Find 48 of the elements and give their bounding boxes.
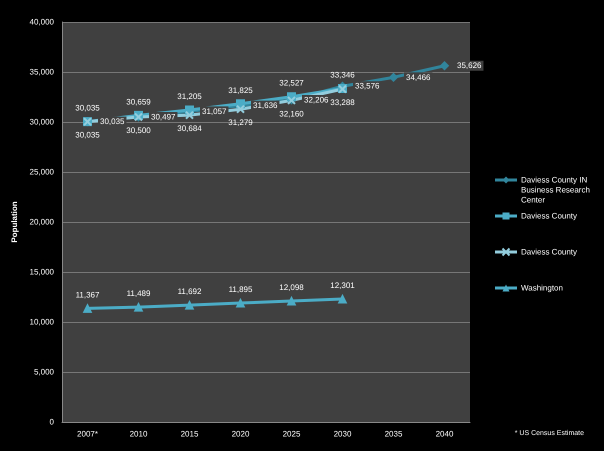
data-label: 30,500 — [126, 126, 152, 135]
data-label: 33,288 — [330, 98, 356, 108]
legend-label: Daviess County IN Business Research Center — [521, 176, 592, 204]
data-label: 32,527 — [279, 78, 304, 88]
data-label: 11,692 — [178, 287, 202, 296]
x-tick-label: 2040 — [436, 430, 454, 438]
data-label: 11,489 — [126, 289, 151, 298]
x-tick-label: 2007* — [77, 430, 98, 438]
legend-label: Washington — [521, 284, 563, 292]
x-tick-label: 2030 — [334, 430, 352, 438]
data-label: 31,205 — [177, 92, 202, 101]
x-tick-label: 2035 — [384, 430, 403, 438]
data-label: 12,301 — [330, 280, 356, 290]
data-label: 33,346 — [330, 70, 356, 80]
data-label: 31,825 — [228, 86, 254, 95]
x-tick-label: 2010 — [130, 430, 148, 438]
y-tick-label: 35,000 — [30, 68, 55, 76]
data-label: 31,057 — [202, 106, 228, 116]
y-tick-label: 20,000 — [30, 218, 55, 226]
data-label: 30,035 — [75, 104, 100, 113]
y-tick-label: 5,000 — [34, 368, 55, 376]
y-tick-label: 15,000 — [30, 268, 55, 276]
data-label: 30,659 — [126, 97, 152, 106]
y-tick-label: 10,000 — [30, 318, 55, 326]
data-label: 30,497 — [151, 112, 176, 122]
y-tick-label: 40,000 — [30, 18, 55, 26]
y-axis-title: Population — [10, 201, 20, 243]
data-label: 31,636 — [253, 101, 278, 110]
y-tick-label: 0 — [50, 418, 55, 426]
data-label: 35,626 — [457, 61, 482, 70]
y-tick-label: 30,000 — [30, 118, 55, 126]
data-label: 32,160 — [279, 109, 304, 118]
legend-label: Daviess County — [521, 212, 578, 220]
data-label: 11,367 — [76, 290, 100, 300]
x-tick-label: 2020 — [232, 430, 250, 438]
data-label: 30,684 — [177, 124, 202, 134]
y-tick-label: 25,000 — [30, 168, 55, 176]
data-label: 32,206 — [304, 95, 330, 104]
x-tick-label: 2015 — [180, 430, 199, 438]
data-label: 31,279 — [228, 118, 254, 128]
data-label: 30,035 — [75, 130, 100, 140]
data-label: 30,035 — [100, 117, 126, 126]
data-label: 12,098 — [279, 283, 304, 292]
legend-label: Daviess County — [521, 248, 578, 256]
data-label: 33,576 — [355, 82, 380, 91]
data-label: 11,895 — [228, 285, 253, 294]
data-label: 34,466 — [406, 72, 432, 82]
x-tick-label: 2025 — [282, 430, 301, 438]
